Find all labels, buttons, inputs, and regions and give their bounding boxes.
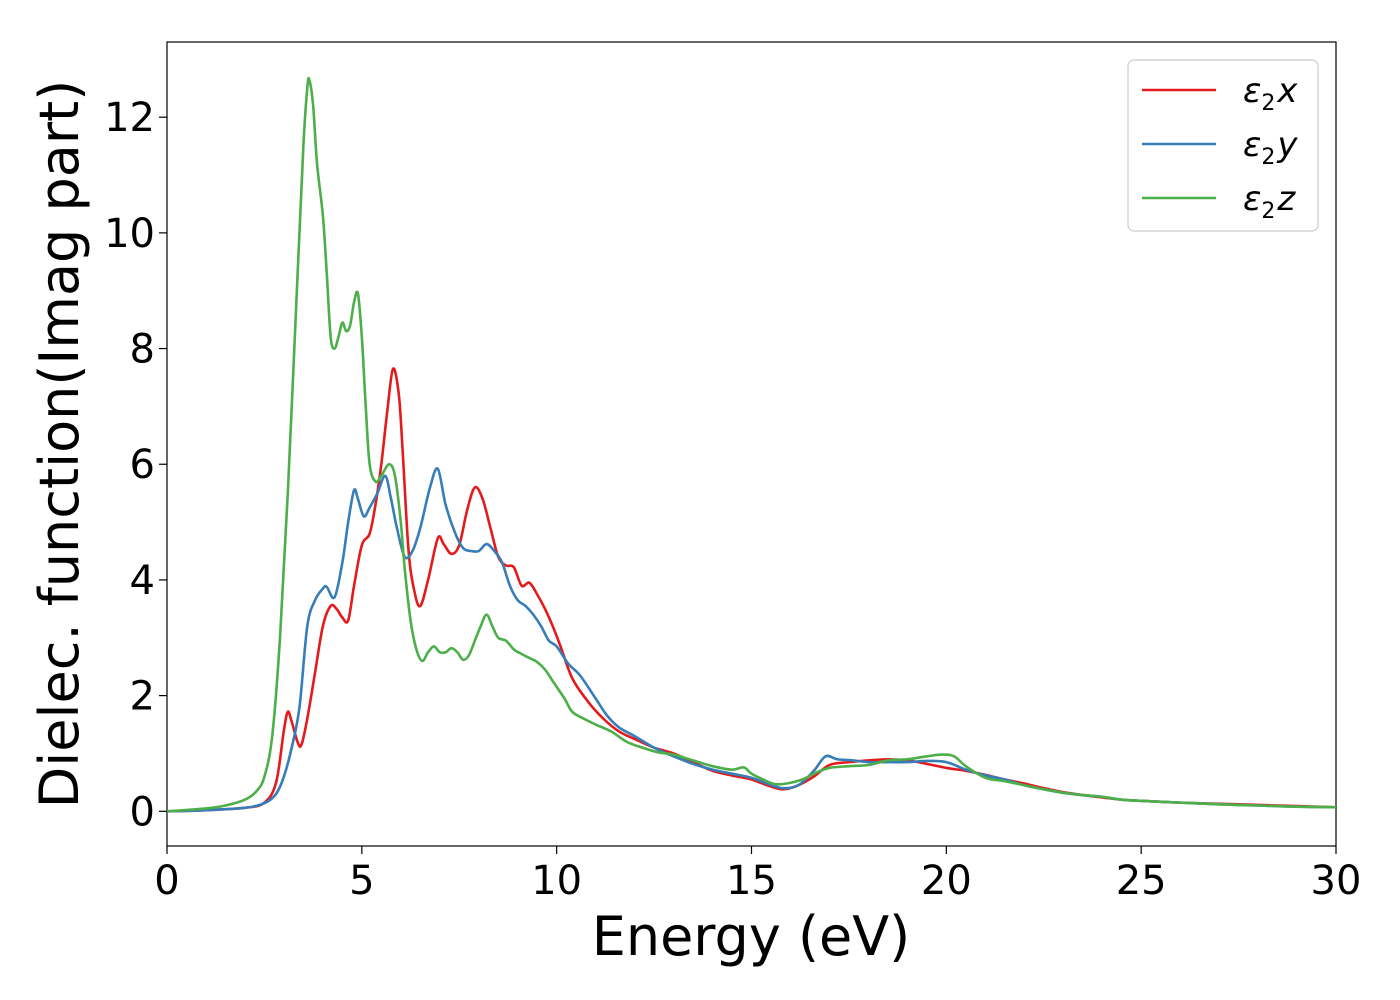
x-tick-label: 10 xyxy=(531,858,582,904)
x-axis-title: Energy (eV) xyxy=(592,905,911,968)
y-tick-label: 0 xyxy=(130,789,155,835)
y-tick-label: 6 xyxy=(130,442,155,488)
x-tick-label: 25 xyxy=(1116,858,1167,904)
y-tick-label: 2 xyxy=(130,674,155,720)
legend-label: ε2y xyxy=(1243,125,1298,170)
x-tick-label: 5 xyxy=(349,858,374,904)
legend-label: ε2z xyxy=(1243,179,1296,224)
legend: ε2x ε2y ε2z xyxy=(1127,59,1319,232)
y-tick-label: 10 xyxy=(104,211,155,257)
series-line-ε2y xyxy=(166,467,1337,813)
series-line-ε2z xyxy=(166,76,1337,813)
y-tick-label: 12 xyxy=(104,95,155,141)
y-tick-label: 4 xyxy=(130,558,155,604)
x-tick-label: 0 xyxy=(154,858,179,904)
x-tick-label: 20 xyxy=(921,858,972,904)
legend-box xyxy=(1127,59,1319,232)
y-tick-label: 8 xyxy=(130,327,155,373)
x-tick-label: 15 xyxy=(726,858,777,904)
legend-label: ε2x xyxy=(1243,71,1298,116)
x-axis-ticks: 0 5 10 15 20 25 30 xyxy=(154,846,1361,904)
y-axis-title: Dielec. function(Imag part) xyxy=(28,80,91,809)
series-lines xyxy=(166,76,1337,813)
y-axis-ticks: 0 2 4 6 8 10 12 xyxy=(104,95,167,835)
series-line-ε2x xyxy=(166,367,1337,813)
x-tick-label: 30 xyxy=(1311,858,1362,904)
